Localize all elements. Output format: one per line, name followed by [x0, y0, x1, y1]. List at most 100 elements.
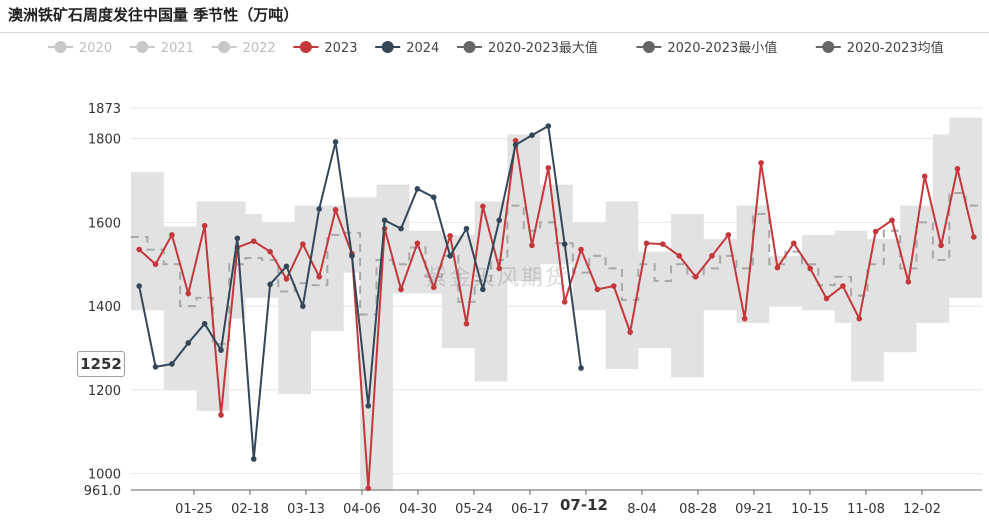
- legend-marker: [463, 41, 476, 53]
- data-point-2023: [332, 206, 339, 213]
- data-point-2024: [234, 235, 241, 242]
- data-point-2023: [889, 217, 895, 224]
- data-point-2024: [267, 281, 273, 288]
- data-point-2023: [954, 165, 961, 172]
- x-tick-label: 09-21: [735, 502, 773, 517]
- data-point-2023: [741, 315, 748, 322]
- data-point-2024: [300, 303, 306, 309]
- y-tick-label: 1800: [88, 133, 121, 148]
- y-tick-label: 1600: [88, 216, 121, 231]
- y-tick-label: 1200: [88, 384, 121, 399]
- data-point-2023: [790, 240, 797, 247]
- legend-item-3[interactable]: 2023: [293, 41, 357, 56]
- legend-label: 2023: [324, 41, 357, 56]
- data-point-2023: [267, 248, 273, 255]
- data-point-2023: [921, 173, 928, 180]
- data-point-2024: [561, 241, 568, 247]
- data-point-2023: [692, 274, 699, 280]
- data-point-2023: [938, 242, 944, 249]
- data-point-2023: [725, 232, 732, 238]
- data-point-2024: [365, 403, 372, 409]
- data-point-2024: [496, 217, 503, 224]
- legend-item-6[interactable]: 2020-2023最小值: [636, 40, 777, 56]
- data-point-2024: [381, 217, 388, 224]
- legend-label: 2022: [243, 41, 276, 56]
- y-axis-pointer-label: 1252: [77, 351, 125, 377]
- legend-label: 2024: [406, 41, 439, 56]
- data-point-2023: [823, 295, 830, 302]
- data-point-2024: [316, 206, 323, 212]
- data-point-2024: [152, 364, 159, 370]
- title-divider: [0, 32, 989, 33]
- legend-label: 2020-2023均值: [847, 40, 944, 56]
- legend-marker: [136, 41, 149, 53]
- x-tick-label: 04-06: [343, 502, 381, 517]
- data-point-2023: [561, 299, 568, 305]
- range-band-area: [131, 117, 982, 491]
- x-axis-pointer-label: 07-12: [560, 496, 608, 514]
- data-point-2023: [905, 279, 912, 285]
- x-tick-label: 04-30: [399, 502, 437, 517]
- x-tick-label: 11-08: [847, 502, 885, 517]
- data-point-2023: [185, 290, 192, 297]
- y-tick-label: 1000: [88, 468, 121, 483]
- x-tick-label: 06-17: [511, 502, 549, 517]
- data-point-2024: [283, 263, 290, 270]
- y-tick-label: 1400: [88, 300, 121, 315]
- data-point-2023: [594, 286, 601, 293]
- data-point-2024: [480, 286, 486, 293]
- data-point-2024: [398, 225, 404, 232]
- data-point-2024: [169, 361, 175, 367]
- data-point-2024: [414, 186, 421, 192]
- legend-item-2[interactable]: 2022: [211, 41, 276, 56]
- data-point-2023: [283, 276, 290, 282]
- legend-marker: [299, 41, 312, 53]
- legend-label: 2020: [79, 41, 112, 56]
- legend-item-1[interactable]: 2021: [129, 41, 194, 56]
- data-point-2023: [316, 274, 323, 280]
- x-tick-label: 01-25: [175, 502, 213, 517]
- data-point-2024: [185, 340, 192, 346]
- data-point-2023: [676, 253, 683, 259]
- legend-marker: [381, 41, 394, 53]
- data-point-2023: [201, 222, 208, 229]
- legend-item-5[interactable]: 2020-2023最大值: [457, 40, 598, 56]
- legend-label: 2021: [161, 41, 194, 56]
- data-point-2023: [872, 228, 879, 235]
- legend-marker: [218, 41, 231, 53]
- data-point-2023: [512, 137, 519, 144]
- data-point-2023: [152, 261, 159, 268]
- data-point-2023: [529, 242, 535, 249]
- legend-item-0[interactable]: 2020: [48, 41, 112, 56]
- data-point-2024: [578, 365, 584, 371]
- data-point-2024: [349, 253, 355, 259]
- data-point-2023: [365, 485, 372, 492]
- data-point-2023: [496, 265, 503, 272]
- data-point-2024: [332, 139, 339, 145]
- y-tick-label: 1873: [88, 102, 121, 117]
- data-point-2023: [218, 412, 224, 418]
- y-tick-label: 961.0: [84, 484, 121, 499]
- legend-label: 2020-2023最大值: [488, 40, 598, 56]
- data-point-2023: [578, 246, 584, 253]
- data-point-2023: [250, 238, 257, 244]
- x-tick-label: 05-24: [455, 502, 493, 517]
- data-point-2023: [660, 241, 666, 247]
- x-tick-label: 08-28: [679, 502, 717, 517]
- x-tick-label: 12-02: [903, 502, 941, 517]
- series-line-2024: [138, 124, 583, 460]
- data-point-2024: [512, 142, 519, 148]
- legend-item-7[interactable]: 2020-2023均值: [815, 40, 944, 56]
- data-point-2024: [447, 253, 453, 259]
- legend-item-4[interactable]: 2024: [375, 41, 439, 56]
- data-point-2023: [758, 160, 764, 166]
- data-point-2023: [840, 283, 846, 289]
- data-point-2023: [463, 320, 470, 327]
- data-point-2024: [250, 456, 257, 462]
- data-point-2023: [856, 315, 863, 322]
- data-point-2023: [136, 246, 142, 253]
- data-point-2023: [709, 253, 715, 259]
- data-point-2023: [545, 165, 552, 171]
